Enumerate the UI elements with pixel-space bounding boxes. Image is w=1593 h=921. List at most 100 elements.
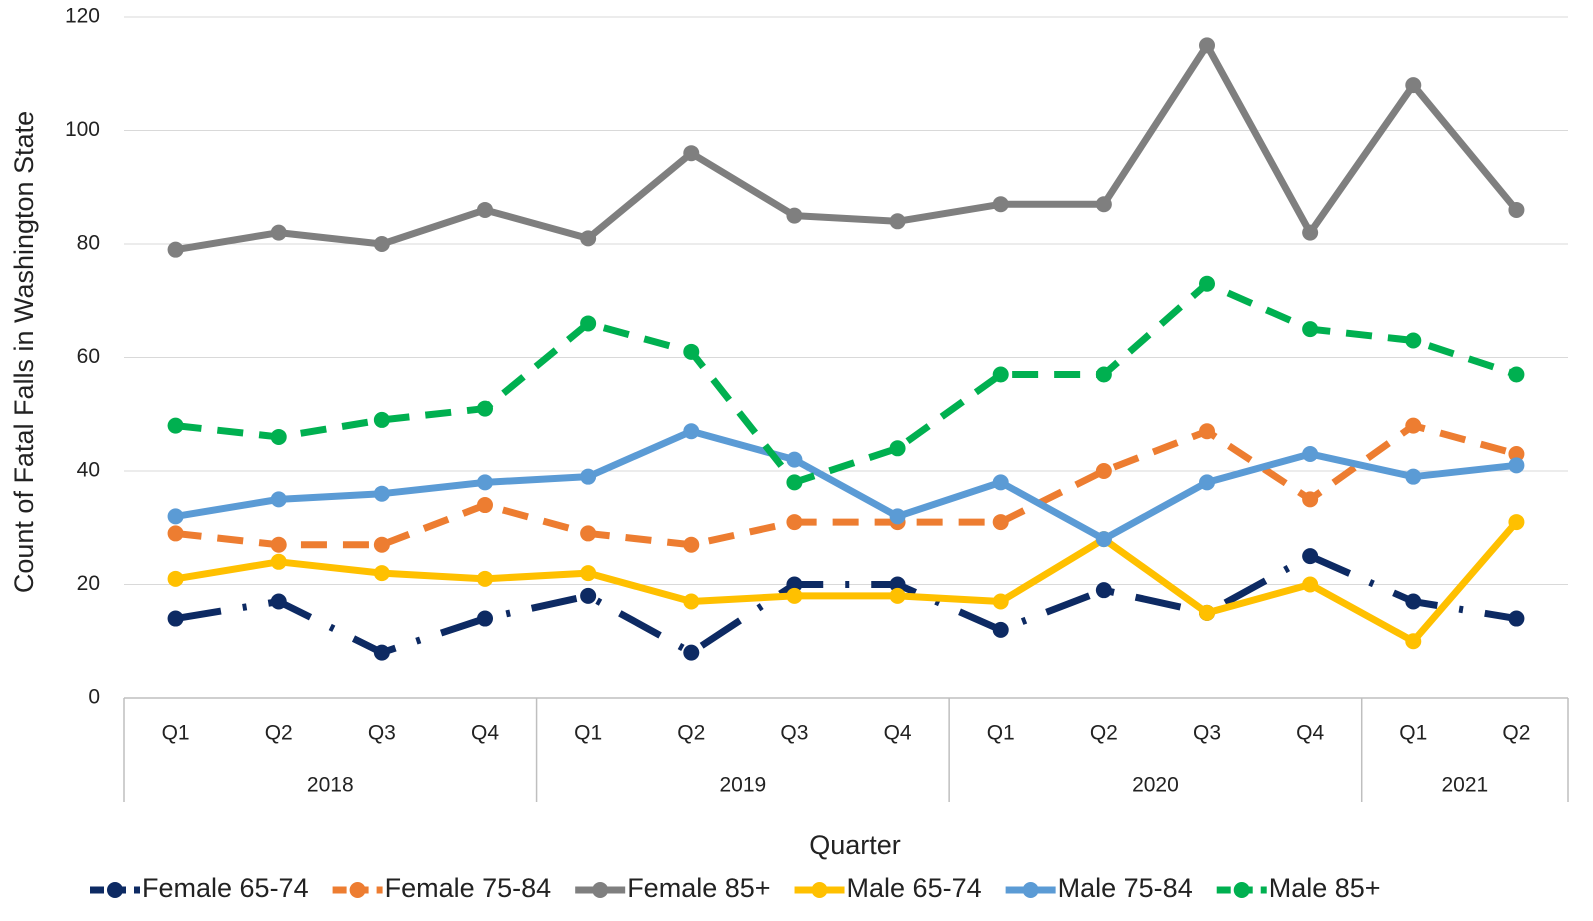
x-tick-label: Q2: [677, 722, 705, 745]
x-tick-label: Q1: [987, 722, 1015, 745]
x-tick-label: Q4: [1296, 722, 1324, 745]
marker: [889, 213, 906, 230]
marker: [1405, 417, 1422, 434]
marker: [1302, 548, 1319, 565]
marker: [992, 621, 1009, 638]
legend-label: Female 65-74: [142, 873, 309, 903]
y-tick-label: 80: [77, 232, 100, 255]
series-line: [175, 280, 1518, 486]
marker: [167, 570, 184, 587]
x-tick-label: Q3: [780, 722, 808, 745]
group-label: 2018: [307, 774, 354, 797]
marker: [477, 474, 493, 491]
marker: [580, 587, 597, 604]
marker: [683, 145, 700, 162]
marker: [270, 491, 287, 508]
legend-marker: [349, 882, 366, 898]
legend-marker: [1022, 882, 1039, 898]
legend-label: Male 85+: [1269, 873, 1381, 903]
x-tick-label: Q2: [265, 722, 293, 745]
marker: [373, 536, 390, 553]
marker: [1508, 457, 1525, 474]
marker: [786, 514, 803, 531]
marker: [1095, 366, 1112, 383]
marker: [580, 230, 597, 247]
marker: [683, 343, 700, 360]
marker: [167, 508, 184, 525]
marker: [889, 440, 906, 457]
marker: [992, 474, 1009, 491]
marker: [580, 315, 597, 332]
marker: [1302, 491, 1319, 508]
marker: [1405, 468, 1422, 485]
marker: [373, 411, 390, 428]
marker: [1302, 321, 1319, 338]
marker: [1199, 423, 1215, 440]
series-line: [175, 422, 1518, 549]
marker: [167, 610, 184, 627]
marker: [683, 644, 700, 661]
marker: [992, 514, 1009, 531]
y-tick-label: 20: [77, 572, 100, 595]
x-tick-label: Q4: [884, 722, 912, 745]
marker: [580, 468, 597, 485]
marker: [373, 236, 390, 252]
marker: [786, 451, 803, 468]
marker: [477, 201, 493, 218]
marker: [477, 610, 493, 627]
marker: [1508, 610, 1525, 627]
marker: [1199, 275, 1215, 292]
marker: [477, 400, 493, 417]
marker: [786, 474, 803, 491]
marker: [1302, 224, 1319, 241]
group-label: 2020: [1132, 774, 1179, 797]
marker: [477, 570, 493, 587]
x-tick-label: Q2: [1090, 722, 1118, 745]
marker: [889, 508, 906, 525]
marker: [1508, 366, 1525, 383]
y-tick-label: 60: [77, 345, 100, 368]
marker: [373, 485, 390, 502]
marker: [167, 525, 184, 542]
marker: [683, 536, 700, 553]
marker: [1405, 633, 1422, 650]
marker: [580, 565, 597, 582]
marker: [270, 593, 287, 610]
y-tick-label: 0: [88, 686, 100, 709]
marker: [992, 593, 1009, 610]
marker: [580, 525, 597, 542]
marker: [1405, 332, 1422, 349]
legend-marker: [592, 882, 609, 898]
legend-label: Female 75-84: [385, 873, 552, 903]
x-axis-title: Quarter: [809, 830, 901, 860]
x-tick-label: Q1: [574, 722, 602, 745]
marker: [786, 587, 803, 604]
marker: [167, 241, 184, 258]
marker: [373, 565, 390, 582]
marker: [270, 553, 287, 570]
y-axis-title: Count of Fatal Falls in Washington State: [9, 111, 39, 593]
y-tick-label: 100: [65, 118, 100, 141]
marker: [477, 497, 493, 514]
marker: [992, 196, 1009, 213]
marker: [1508, 445, 1525, 462]
y-tick-label: 40: [77, 459, 100, 482]
y-tick-label: 120: [65, 5, 100, 28]
marker: [1405, 593, 1422, 610]
marker: [1095, 196, 1112, 213]
marker: [270, 224, 287, 241]
marker: [1199, 474, 1215, 491]
group-label: 2019: [719, 774, 766, 797]
legend-marker: [811, 882, 828, 898]
marker: [889, 576, 906, 593]
marker: [1199, 37, 1215, 54]
x-tick-label: Q1: [1399, 722, 1427, 745]
x-tick-label: Q1: [162, 722, 190, 745]
marker: [683, 423, 700, 440]
marker: [1302, 576, 1319, 593]
marker: [1302, 445, 1319, 462]
marker: [1095, 582, 1112, 599]
marker: [786, 207, 803, 224]
marker: [1508, 514, 1525, 531]
